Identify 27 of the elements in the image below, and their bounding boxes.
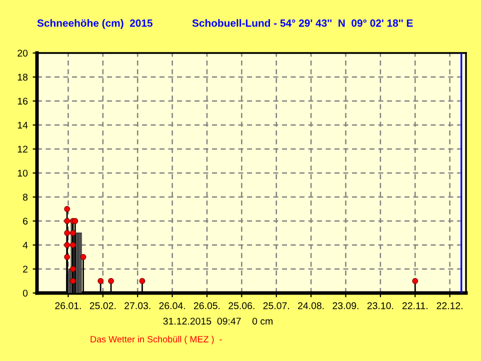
y-tick-label: 2 [23, 266, 28, 273]
y-tick-label: 0 [22, 290, 28, 297]
x-tick-label: 23.09. [332, 302, 358, 310]
x-tick-label: 23.10. [367, 302, 394, 310]
y-tick-label: 12 [18, 146, 28, 153]
x-tick-label: 25.06. [228, 302, 254, 310]
y-tick-label: 18 [18, 74, 28, 81]
chart-subtitle: Schobuell-Lund - 54° 29' 43'' N 09° 02' 18'' E [192, 19, 413, 27]
y-tick-label: 20 [18, 50, 28, 57]
y-tick-label: 8 [22, 194, 28, 201]
x-tick-label: 26.04. [159, 302, 185, 310]
x-tick-label: 22.12. [436, 302, 462, 310]
x-tick-label: 25.07. [263, 302, 289, 310]
y-tick-label: 10 [18, 170, 28, 177]
y-tick-label: 4 [22, 242, 28, 249]
y-tick-label: 6 [23, 218, 28, 225]
x-tick-label: 27.03. [124, 302, 150, 310]
chart-title: Schneehöhe (cm) 2015 [37, 19, 152, 29]
x-tick-label: 26.05. [194, 302, 220, 310]
text: 31.12.2015 09:47 0 cm [163, 318, 272, 325]
x-tick-label: 24.08. [298, 302, 324, 310]
y-tick-label: 14 [18, 122, 28, 129]
x-tick-label: 22.11. [402, 302, 428, 310]
x-tick-label: 26.01. [55, 302, 81, 310]
x-tick-label: 25.02. [90, 302, 116, 310]
text: Das Wetter in Schobüll ( MEZ ) - [90, 336, 222, 344]
y-tick-label: 16 [18, 98, 28, 105]
